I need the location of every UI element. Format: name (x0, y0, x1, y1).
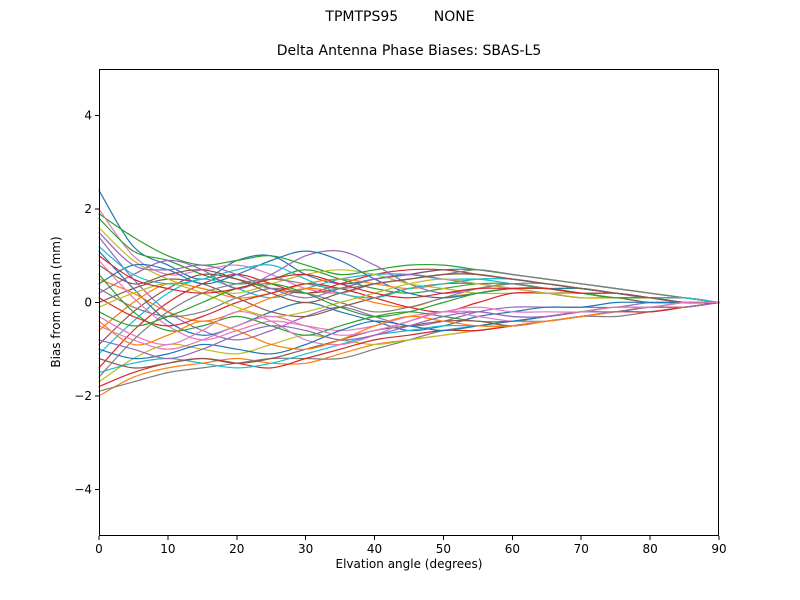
axes-title: Delta Antenna Phase Biases: SBAS-L5 (276, 43, 542, 59)
axes-frame (99, 69, 719, 536)
x-tick-label: 0 (95, 542, 103, 556)
y-tick-label: −4 (74, 482, 92, 496)
series-line (98, 283, 720, 327)
x-tick-label: 60 (505, 542, 520, 556)
x-tick-label: 30 (298, 542, 313, 556)
series-line (98, 264, 720, 304)
y-tick-label: 4 (84, 109, 92, 123)
x-tick-label: 40 (367, 542, 382, 556)
y-tick-label: 0 (84, 296, 92, 310)
figure-suptitle: TPMTPS95 NONE (325, 9, 475, 25)
y-tick-label: 2 (84, 202, 92, 216)
y-tick-label: −2 (74, 389, 92, 403)
x-tick-label: 10 (160, 542, 175, 556)
x-tick-label: 70 (574, 542, 589, 556)
x-tick-label: 50 (436, 542, 451, 556)
x-tick-label: 20 (229, 542, 244, 556)
x-axis-label: Elvation angle (degrees) (335, 557, 483, 571)
x-tick-label: 90 (711, 542, 726, 556)
series-line (98, 301, 720, 360)
x-tick-label: 80 (642, 542, 657, 556)
series-line (98, 301, 720, 350)
series-line (98, 277, 720, 332)
